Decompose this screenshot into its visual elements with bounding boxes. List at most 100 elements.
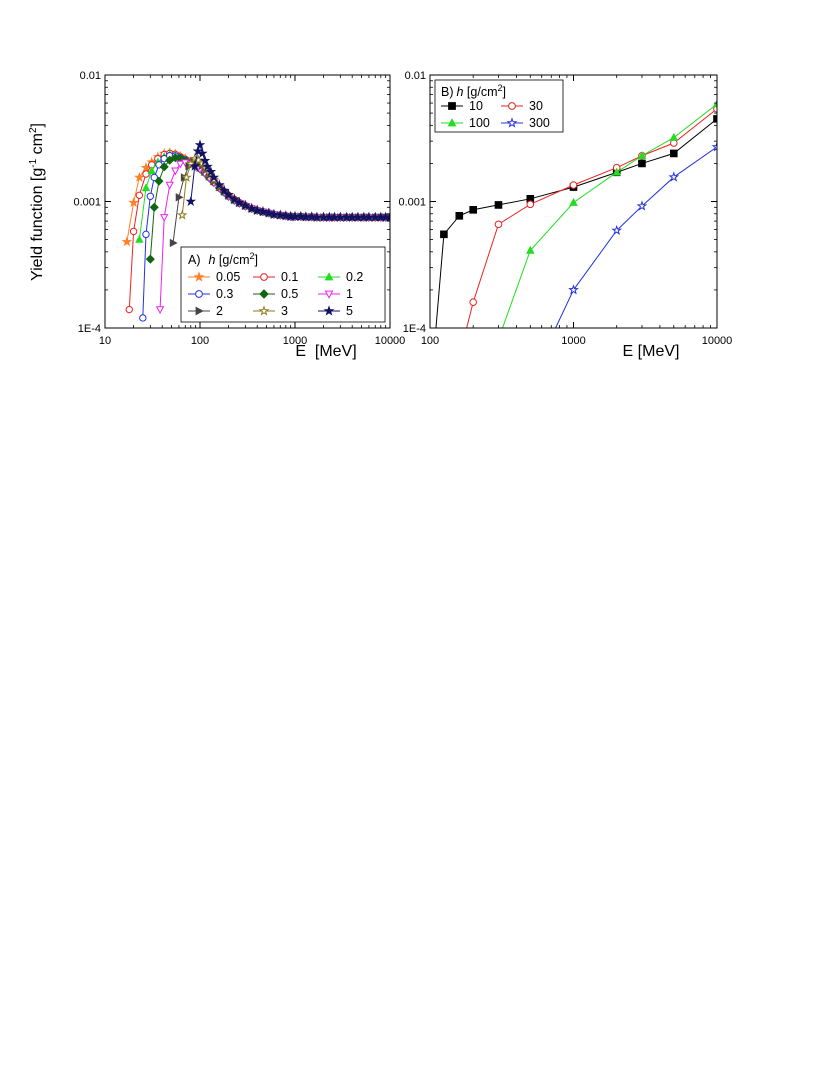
data-point (384, 211, 390, 222)
legend-marker (447, 118, 457, 127)
data-point (569, 181, 578, 189)
y-tick-label: 0.001 (73, 197, 101, 209)
data-point (128, 197, 139, 208)
data-point (208, 171, 220, 182)
data-point (159, 162, 169, 172)
series-5 (185, 139, 390, 222)
data-point (668, 171, 680, 182)
legend-marker (258, 305, 270, 316)
legend-marker (259, 289, 269, 299)
legend-item-3: 3 (253, 304, 288, 318)
series-line (502, 103, 717, 328)
data-point (135, 191, 144, 199)
legend-item-30: 30 (501, 99, 543, 113)
legend-label: 30 (529, 99, 543, 113)
data-point (246, 202, 257, 213)
legend-marker (195, 290, 203, 298)
data-point (612, 167, 622, 176)
series-line (466, 108, 717, 328)
data-point (712, 99, 717, 108)
data-point (636, 200, 648, 211)
panel-a-plot: 10 100 1000 10000 1E-4 0.001 0.01 E [MeV] A) h … (73, 70, 405, 360)
data-point (134, 171, 145, 182)
data-point (455, 212, 464, 220)
data-point (669, 132, 679, 141)
data-point (135, 235, 144, 243)
data-point (251, 204, 263, 215)
data-point (125, 305, 133, 314)
panel-a-series-layer (121, 139, 390, 322)
data-point (149, 202, 159, 212)
panel-b-x-axis-title: E [MeV] (623, 343, 680, 360)
series-300 (555, 141, 717, 328)
panel-a-label: A) (188, 253, 201, 267)
data-point (175, 193, 184, 202)
panel-a-legend: A) h [g/cm2] 0.05 0.1 0.2 0.3 0.5 1 2 3 5 (180, 246, 386, 323)
x-tick-label: 10 (99, 335, 111, 347)
data-point (440, 230, 448, 239)
data-point (494, 220, 503, 229)
data-point (638, 159, 646, 168)
x-tick-label: 1000 (283, 335, 307, 347)
panel-a-legend-title: A) h [g/cm2] (188, 251, 258, 267)
panel-a-ticks: 10 100 1000 10000 1E-4 0.001 0.01 (73, 70, 405, 347)
series-3 (176, 153, 390, 222)
data-point (670, 149, 678, 158)
data-point (240, 199, 251, 210)
legend-label: 5 (346, 304, 353, 318)
data-point (194, 139, 206, 150)
data-point (160, 214, 169, 222)
legend-marker (260, 273, 268, 281)
panel-a-x-axis-title: E [MeV] (295, 343, 356, 360)
y-tick-label: 0.01 (80, 70, 101, 82)
data-point (171, 167, 180, 176)
data-point (154, 176, 164, 186)
data-point (268, 208, 280, 219)
data-point (189, 160, 200, 171)
data-point (526, 200, 535, 209)
data-point (129, 227, 138, 236)
y-tick-label: 1E-4 (78, 323, 101, 335)
data-point (165, 181, 174, 190)
data-point (526, 195, 535, 203)
panel-b-ticks: 100 1000 10000 1E-4 0.001 0.01 (398, 70, 732, 347)
x-tick-label: 100 (421, 335, 439, 347)
legend-label: 100 (469, 116, 490, 130)
series-line (181, 158, 390, 218)
legend-item-5: 5 (318, 304, 353, 318)
data-point (263, 207, 275, 218)
series-100 (502, 99, 717, 328)
legend-label: 1 (346, 287, 353, 301)
data-point (234, 197, 245, 208)
legend-item-0.05: 0.05 (188, 270, 240, 284)
data-point (197, 147, 208, 158)
data-point (185, 158, 197, 169)
panel-b-legend: B) h [g/cm2] 10 30 100 300 (434, 79, 564, 133)
data-point (199, 155, 211, 166)
legend-item-0.5: 0.5 (253, 287, 298, 301)
legend-label: 300 (529, 116, 550, 130)
data-point (150, 173, 158, 182)
panel-a-legend-items: 0.05 0.1 0.2 0.3 0.5 1 2 3 5 (188, 270, 363, 318)
y-tick-label: 1E-4 (403, 323, 426, 335)
series-line (555, 146, 717, 328)
data-point (142, 170, 150, 178)
data-point (713, 115, 717, 123)
data-point (611, 224, 623, 236)
legend-label: 0.5 (281, 287, 298, 301)
panel-b-legend-items: 10 30 100 300 (441, 99, 550, 130)
data-point (568, 284, 579, 295)
legend-marker (323, 305, 335, 316)
data-point (257, 206, 269, 217)
data-point (142, 230, 150, 239)
legend-label: 0.3 (216, 287, 233, 301)
legend-item-300: 300 (501, 116, 550, 130)
legend-item-1: 1 (318, 287, 353, 301)
data-point (637, 151, 647, 160)
legend-item-0.1: 0.1 (253, 270, 298, 284)
legend-marker (508, 102, 516, 110)
data-point (525, 245, 535, 254)
panel-b-legend-title: B) h [g/cm2] (441, 83, 506, 99)
data-point (711, 141, 717, 152)
